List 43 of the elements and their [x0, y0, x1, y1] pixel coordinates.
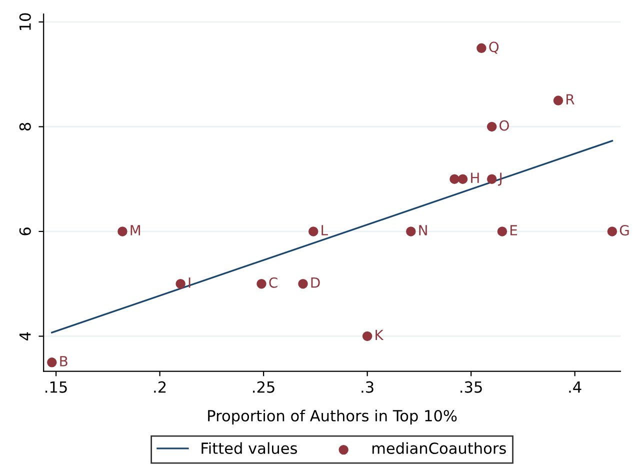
- y-tick-label: 10: [19, 13, 31, 30]
- x-tick-label: .4: [569, 381, 582, 393]
- y-tick-label: 6: [19, 228, 31, 236]
- point: [256, 278, 266, 289]
- data-label: C: [269, 277, 278, 288]
- data-label: D: [311, 278, 320, 288]
- data-label: B: [60, 356, 68, 366]
- point: [308, 226, 318, 236]
- point: [406, 226, 416, 236]
- data-label: H: [471, 172, 479, 183]
- point: [476, 43, 486, 54]
- data-label: L: [322, 225, 328, 236]
- point: [486, 174, 497, 184]
- data-label: R: [566, 94, 574, 104]
- x-tick-label: .3: [362, 381, 374, 393]
- point: [458, 174, 468, 184]
- x-tick-label: .2: [154, 381, 166, 393]
- y-tick-label: 8: [19, 122, 31, 131]
- point: [298, 278, 308, 289]
- x-tick-label: .35: [460, 381, 482, 393]
- data-label: G: [620, 224, 629, 236]
- data-label: K: [376, 330, 384, 340]
- point: [553, 96, 564, 106]
- point: [450, 174, 460, 184]
- x-tick-label: .25: [253, 381, 274, 393]
- data-label: N: [419, 225, 427, 236]
- point: [362, 331, 372, 342]
- point: [47, 358, 57, 368]
- data-label: E: [510, 225, 518, 236]
- x-tick-label: .15: [46, 381, 67, 393]
- data-label: I: [188, 278, 190, 288]
- data-label: O: [500, 120, 509, 131]
- point: [176, 278, 186, 289]
- data-label: Q: [489, 42, 499, 54]
- point: [486, 122, 497, 132]
- point: [607, 226, 618, 236]
- point: [497, 226, 508, 236]
- x-axis-title: Proportion of Authors in Top 10%: [208, 410, 457, 424]
- data-label: M: [130, 225, 140, 236]
- legend-label: Fitted values: [202, 442, 297, 454]
- point: [118, 226, 128, 236]
- legend-label: medianCoauthors: [372, 442, 506, 454]
- y-tick-label: 4: [20, 332, 31, 340]
